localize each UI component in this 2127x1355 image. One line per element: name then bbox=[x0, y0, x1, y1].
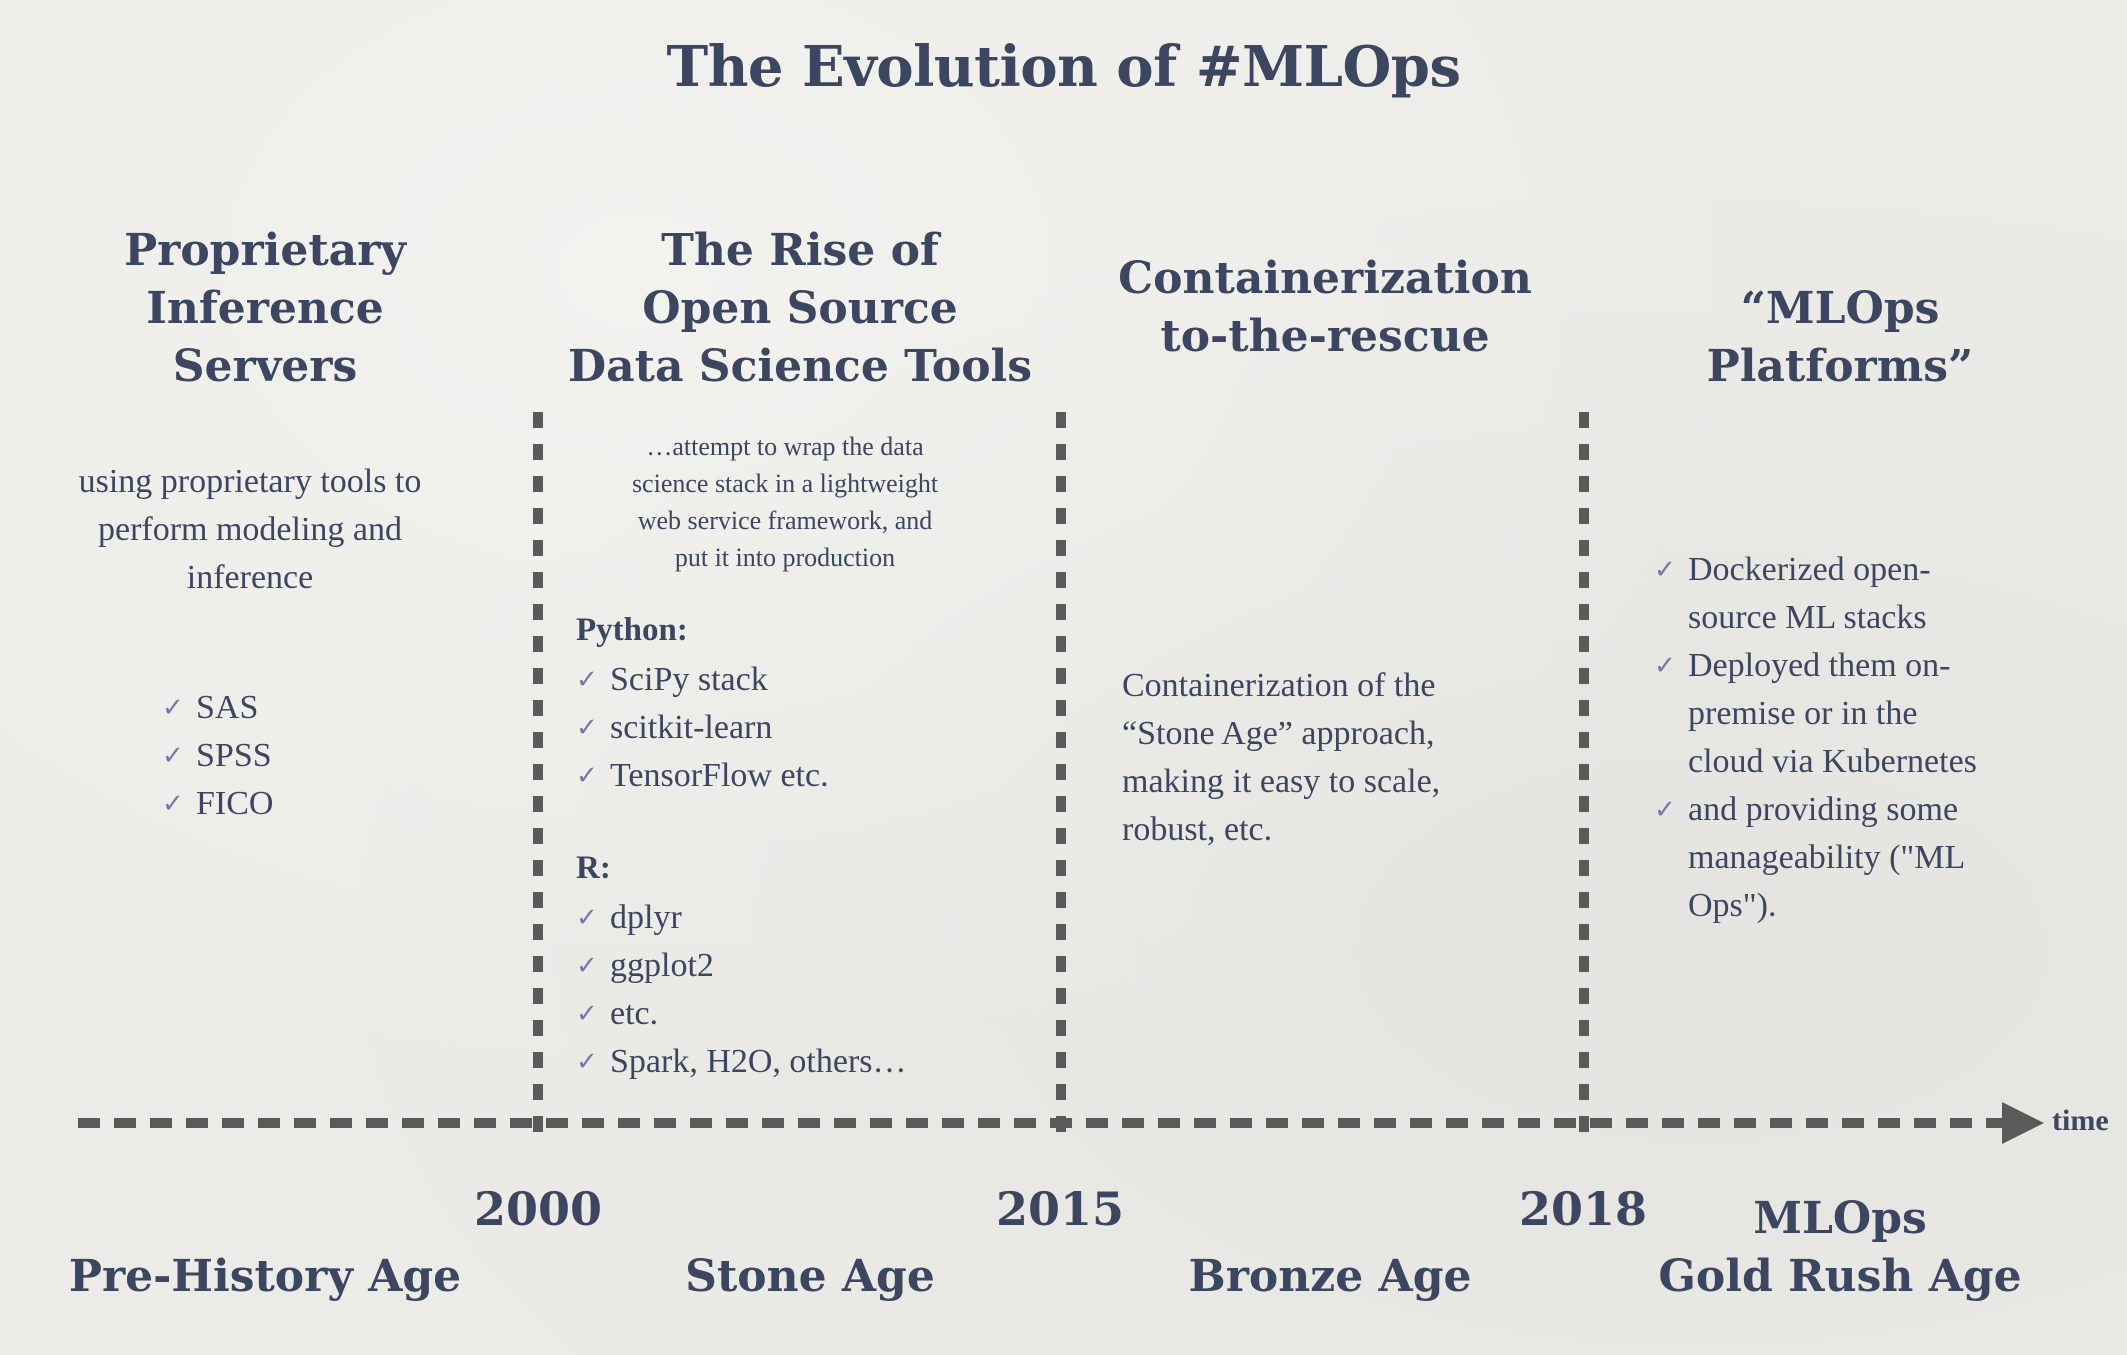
era-heading-mlops: “MLOps Platforms” bbox=[1706, 283, 1974, 392]
list-item: ✓ scitkit-learn bbox=[576, 704, 829, 752]
era-list-mlops: ✓ Dockerized open- source ML stacks ✓ Depl… bbox=[1654, 546, 2074, 930]
era-heading-prehistory: Proprietary Inference Servers bbox=[124, 225, 406, 392]
list-item: ✓ SPSS bbox=[162, 732, 273, 780]
r-tools-list: ✓ dplyr ✓ ggplot2 ✓ etc. ✓ Spark, H2O, other… bbox=[576, 894, 907, 1086]
age-label-mlops: MLOps Gold Rush Age bbox=[1658, 1193, 2022, 1302]
list-item: ✓ Deployed them on- premise or in the clo… bbox=[1654, 642, 2074, 786]
page-title: The Evolution of #MLOps bbox=[666, 34, 1461, 100]
list-item: ✓ ggplot2 bbox=[576, 942, 907, 990]
check-icon: ✓ bbox=[576, 713, 598, 743]
list-item: ✓ Spark, H2O, others… bbox=[576, 1038, 907, 1086]
era-heading-bronze: Containerization to-the-rescue bbox=[1118, 253, 1532, 362]
check-icon: ✓ bbox=[1654, 651, 1676, 681]
check-icon: ✓ bbox=[1654, 555, 1676, 585]
check-icon: ✓ bbox=[576, 903, 598, 933]
age-label-bronze: Bronze Age bbox=[1188, 1251, 1472, 1302]
era-description-stone: …attempt to wrap the data science stack … bbox=[631, 432, 939, 572]
list-item: ✓ FICO bbox=[162, 780, 273, 828]
year-2015: 2015 bbox=[995, 1182, 1125, 1236]
r-label: R: bbox=[576, 850, 611, 886]
timeline-arrowhead-icon bbox=[2002, 1102, 2044, 1144]
check-icon: ✓ bbox=[576, 761, 598, 791]
era-list-prehistory: ✓ SAS ✓ SPSS ✓ FICO bbox=[162, 684, 273, 828]
check-icon: ✓ bbox=[162, 741, 184, 771]
check-icon: ✓ bbox=[162, 789, 184, 819]
axis-label-time: time bbox=[2052, 1104, 2109, 1137]
age-label-stone: Stone Age bbox=[685, 1251, 935, 1302]
check-icon: ✓ bbox=[576, 999, 598, 1029]
era-heading-stone: The Rise of Open Source Data Science Too… bbox=[567, 225, 1033, 392]
list-item: ✓ and providing some manageability ("ML O… bbox=[1654, 786, 2074, 930]
list-item: ✓ TensorFlow etc. bbox=[576, 752, 829, 800]
list-item: ✓ dplyr bbox=[576, 894, 907, 942]
python-tools-list: ✓ SciPy stack ✓ scitkit-learn ✓ TensorFlow … bbox=[576, 656, 829, 800]
list-item: ✓ Dockerized open- source ML stacks bbox=[1654, 546, 2074, 642]
year-2000: 2000 bbox=[473, 1182, 603, 1236]
age-label-prehistory: Pre-History Age bbox=[68, 1251, 462, 1302]
list-item: ✓ SAS bbox=[162, 684, 273, 732]
list-item: ✓ SciPy stack bbox=[576, 656, 829, 704]
check-icon: ✓ bbox=[576, 1047, 598, 1077]
check-icon: ✓ bbox=[162, 693, 184, 723]
check-icon: ✓ bbox=[576, 665, 598, 695]
check-icon: ✓ bbox=[576, 951, 598, 981]
python-label: Python: bbox=[576, 612, 688, 648]
list-item: ✓ etc. bbox=[576, 990, 907, 1038]
era-description-prehistory: using proprietary tools to perform model… bbox=[78, 463, 422, 596]
year-2018: 2018 bbox=[1518, 1182, 1648, 1236]
era-description-bronze: Containerization of the “Stone Age” appr… bbox=[1122, 667, 1441, 848]
check-icon: ✓ bbox=[1654, 795, 1676, 825]
